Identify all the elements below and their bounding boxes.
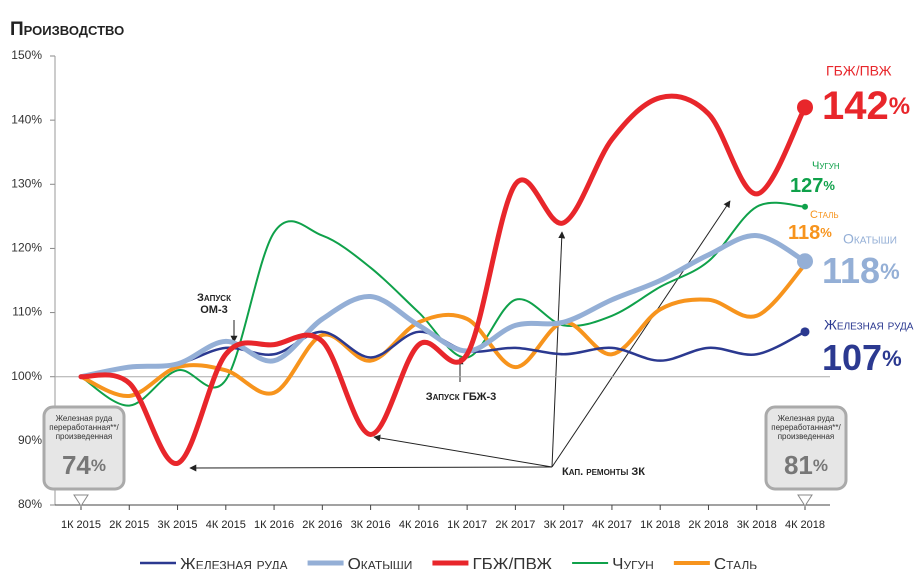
series-line xyxy=(78,233,808,380)
x-tick-label: 3К 2017 xyxy=(544,519,584,531)
x-tick-label: 4К 2017 xyxy=(592,519,632,531)
x-tick-label: 1К 2017 xyxy=(447,519,487,531)
legend-label: Окатыши xyxy=(348,554,413,569)
end-value: 118% xyxy=(822,250,900,291)
note-marker xyxy=(797,494,813,507)
y-tick-label: 140% xyxy=(11,112,42,126)
end-point xyxy=(802,203,808,210)
y-tick-label: 110% xyxy=(12,305,42,319)
note-box xyxy=(764,405,848,491)
note-text: переработанная**/ xyxy=(771,423,841,432)
y-tick-label: 130% xyxy=(11,176,42,190)
x-tick-label: 3К 2018 xyxy=(737,519,777,531)
note-text: Железная руда xyxy=(56,414,113,423)
y-tick-label: 150% xyxy=(11,48,42,62)
series-line xyxy=(78,93,808,466)
note-text: переработанная**/ xyxy=(49,423,119,432)
note-text: произведенная xyxy=(56,432,113,441)
note-marker xyxy=(73,494,89,507)
legend-label: Железная руда xyxy=(180,554,288,569)
end-name: Чугун xyxy=(812,160,840,172)
series-line xyxy=(80,201,806,407)
end-point xyxy=(797,253,813,270)
y-tick-label: 80% xyxy=(18,497,42,511)
x-tick-label: 4К 2015 xyxy=(206,519,246,531)
legend-label: ГБЖ/ПВЖ xyxy=(472,554,552,569)
end-name: Сталь xyxy=(810,209,839,221)
note-box xyxy=(42,405,126,491)
end-value: 118% xyxy=(788,222,832,244)
series-line xyxy=(79,262,807,398)
x-tick-label: 3К 2016 xyxy=(351,519,391,531)
y-tick-label: 100% xyxy=(11,369,42,383)
note-value: 74% xyxy=(62,450,106,480)
x-tick-label: 1К 2016 xyxy=(254,519,294,531)
end-name: ГБЖ/ПВЖ xyxy=(826,63,892,79)
y-tick-label: 120% xyxy=(11,241,42,255)
x-tick-label: 4К 2018 xyxy=(785,519,825,531)
x-tick-label: 1К 2018 xyxy=(640,519,680,531)
end-point xyxy=(797,99,813,116)
arrows xyxy=(189,200,731,472)
chart-title: Производство xyxy=(10,19,124,40)
x-tick-label: 1К 2015 xyxy=(61,519,101,531)
end-value: 142% xyxy=(822,84,910,128)
end-name: Железная руда xyxy=(824,317,914,333)
note-text: Железная руда xyxy=(778,414,835,423)
x-tick-label: 2К 2015 xyxy=(109,519,149,531)
note-value: 81% xyxy=(784,450,828,480)
end-point xyxy=(800,327,810,337)
end-value: 107% xyxy=(822,337,902,378)
x-tick-label: 2К 2017 xyxy=(495,519,535,531)
legend-label: Сталь xyxy=(714,554,757,569)
x-tick-label: 3К 2015 xyxy=(158,519,198,531)
x-tick-label: 2К 2016 xyxy=(302,519,342,531)
x-tick-label: 2К 2018 xyxy=(688,519,728,531)
x-tick-label: 4К 2016 xyxy=(399,519,439,531)
annotation: Кап. ремонты ЗК xyxy=(562,466,645,478)
y-tick-label: 90% xyxy=(18,433,42,447)
note-text: произведенная xyxy=(778,432,835,441)
end-name: Окатыши xyxy=(843,231,897,247)
legend-label: Чугун xyxy=(612,554,654,569)
annotation: Запуск xyxy=(197,292,231,304)
annotation: ОМ-3 xyxy=(200,304,228,316)
annotation: Запуск ГБЖ-3 xyxy=(426,391,497,403)
end-value: 127% xyxy=(790,175,835,197)
